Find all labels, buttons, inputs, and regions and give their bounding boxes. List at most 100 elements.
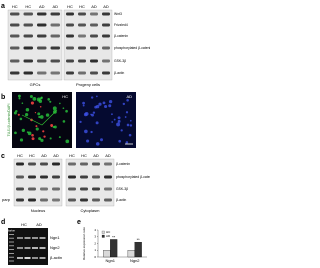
lane-label: AD — [39, 4, 45, 9]
cell-nucleus — [84, 129, 88, 134]
blot-band — [52, 162, 60, 166]
cell-nucleus — [45, 113, 50, 117]
y-tick-label: 2 — [94, 241, 96, 245]
protein-label: Wnt3 — [114, 12, 122, 16]
blot-band — [23, 23, 33, 27]
y-tick-label: 3 — [94, 235, 96, 239]
lane-label: HC — [81, 153, 87, 158]
blot-band — [90, 59, 98, 63]
blot-band — [80, 187, 88, 191]
cell-nucleus — [86, 139, 90, 143]
cell-nucleus — [32, 97, 37, 101]
micrograph — [76, 92, 136, 148]
blot-band — [90, 46, 98, 50]
cell-nucleus — [95, 121, 99, 125]
blot-band — [80, 162, 88, 166]
blot-band — [50, 23, 60, 27]
legend-swatch — [101, 234, 105, 238]
lane-label: AD — [53, 153, 59, 158]
cell-stain — [39, 105, 42, 108]
cell-nucleus — [84, 111, 89, 116]
blot-band — [68, 175, 76, 179]
cell-nucleus — [19, 138, 24, 142]
blot-band — [90, 12, 98, 16]
y-tick-label: 1 — [94, 248, 96, 252]
protein-label: phosphorylated β-catenin — [114, 46, 150, 50]
cell-nucleus — [62, 120, 66, 123]
cell-nucleus — [94, 105, 98, 109]
blot-band — [23, 59, 33, 63]
cell-nucleus — [98, 102, 102, 106]
protein-label: Frizzled4 — [114, 23, 128, 27]
y-axis-label: Relative expression ratio — [82, 227, 86, 260]
blot-band — [68, 187, 76, 191]
ladder-band — [9, 234, 14, 235]
blot-band — [104, 175, 112, 179]
blot-band — [23, 12, 33, 16]
cell-stain — [30, 101, 34, 105]
cell-nucleus — [79, 120, 82, 123]
cell-nucleus — [126, 98, 129, 102]
blot — [13, 158, 63, 207]
blot-band — [23, 46, 33, 50]
blot-band — [68, 162, 76, 166]
legend-swatch — [101, 230, 105, 234]
y-tick-label: 4 — [94, 228, 96, 232]
cell-nucleus — [82, 101, 85, 105]
protein-label: β-catenin — [116, 162, 130, 166]
group-label: HC — [21, 222, 27, 227]
blot-band — [28, 187, 36, 191]
cell-nucleus — [40, 138, 44, 142]
panel-label: d — [1, 219, 5, 226]
cell-nucleus — [25, 108, 30, 112]
protein-label: β-actin — [116, 198, 126, 202]
ladder-label: Marker — [7, 229, 15, 233]
cell-nucleus — [49, 137, 52, 140]
fraction-label: Nucleus — [31, 208, 45, 213]
cell-nucleus — [59, 102, 61, 105]
lane-label: AD — [105, 153, 111, 158]
lane-label: HC — [79, 4, 85, 9]
lane-label: AD — [91, 4, 97, 9]
cell-nucleus — [52, 106, 57, 111]
cell-nucleus — [122, 102, 126, 106]
gene-label: Ngn2 — [50, 245, 60, 250]
blot-band — [40, 198, 48, 202]
cell-nucleus — [29, 94, 33, 98]
ladder-band — [9, 245, 14, 247]
blot-band — [40, 162, 48, 166]
blot-band — [68, 198, 76, 202]
bar — [127, 250, 135, 258]
blot-band — [37, 71, 47, 75]
blot-band — [37, 46, 47, 50]
lane-label: AD — [41, 153, 47, 158]
blot-band — [10, 71, 20, 75]
group-label: AD — [36, 222, 42, 227]
blot-band — [78, 12, 86, 16]
blot — [65, 158, 115, 207]
ladder-band — [9, 249, 14, 250]
legend-label: HC — [106, 230, 111, 234]
gel-band — [32, 237, 38, 239]
blot-band — [16, 175, 24, 179]
ladder-band — [9, 237, 14, 239]
panel-label: c — [1, 153, 5, 160]
cell-stain — [17, 113, 20, 116]
cell-nucleus — [116, 122, 121, 127]
lane-label: HC — [69, 153, 75, 158]
blot-band — [66, 46, 74, 50]
bar — [110, 239, 118, 258]
panel-label: a — [1, 3, 5, 10]
x-tick-label: Ngn1 — [105, 258, 115, 263]
blot-band — [92, 162, 100, 166]
blot-label: GPCs — [30, 82, 41, 87]
blot-band — [102, 59, 110, 63]
cell-nucleus — [129, 119, 132, 122]
cell-nucleus — [37, 112, 41, 116]
blot-band — [10, 46, 20, 50]
blot-band — [28, 162, 36, 166]
significance: ** — [112, 235, 116, 240]
blot-band — [16, 198, 24, 202]
cell-nucleus — [125, 141, 129, 144]
blot-band — [28, 175, 36, 179]
